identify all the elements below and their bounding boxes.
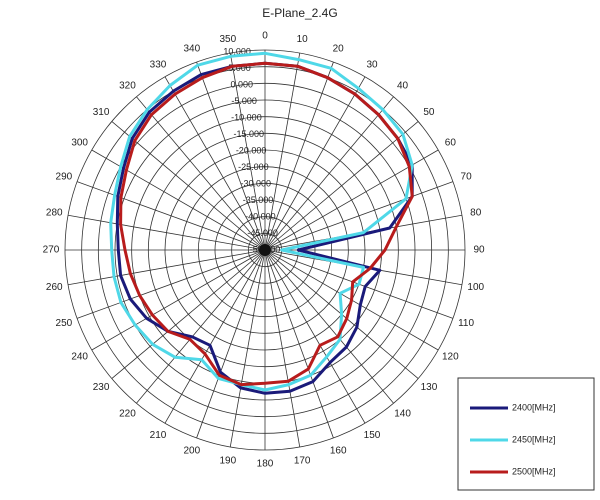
angle-label: 220	[119, 409, 136, 420]
spoke	[67, 214, 266, 251]
spoke	[164, 76, 266, 251]
angle-label: 210	[150, 430, 167, 441]
spoke	[264, 249, 366, 424]
angle-label: 340	[183, 44, 200, 55]
spoke	[111, 121, 266, 251]
angle-label: 200	[183, 446, 200, 457]
angle-label: 190	[219, 455, 236, 466]
spoke	[264, 249, 301, 448]
r-tick-label: 5.000	[228, 63, 251, 73]
r-tick-label: -40.000	[245, 211, 276, 221]
r-tick-label: -20.000	[236, 145, 267, 155]
legend-label: 2400[MHz]	[512, 402, 556, 412]
spoke	[91, 249, 266, 351]
spoke	[264, 249, 394, 404]
spoke	[229, 249, 266, 448]
angle-label: 140	[394, 409, 411, 420]
angle-label: 90	[473, 245, 485, 256]
angle-label: 160	[330, 446, 347, 457]
spoke	[164, 249, 266, 424]
spoke	[76, 181, 266, 251]
angle-label: 240	[71, 352, 88, 363]
legend-label: 2450[MHz]	[512, 434, 556, 444]
r-tick-label: 0.000	[231, 79, 254, 89]
angle-label: 330	[150, 59, 167, 70]
spoke	[76, 249, 266, 319]
angle-label: 350	[219, 34, 236, 45]
spoke	[264, 76, 366, 251]
r-tick-label: -30.000	[240, 178, 271, 188]
angle-label: 250	[56, 318, 73, 329]
spoke	[264, 121, 419, 251]
spoke	[264, 249, 334, 439]
chart-title: E-Plane_2.4G	[262, 6, 337, 20]
r-tick-label: -15.000	[233, 129, 264, 139]
angle-label: 270	[43, 245, 60, 256]
r-tick-label: 10.000	[223, 46, 251, 56]
angle-label: 60	[445, 138, 457, 149]
r-tick-label: -5.000	[231, 96, 257, 106]
legend-label: 2500[MHz]	[512, 466, 556, 476]
angle-label: 20	[333, 44, 345, 55]
spoke	[264, 181, 454, 251]
spoke	[264, 52, 301, 251]
r-tick-label: -35.000	[243, 195, 274, 205]
angle-label: 180	[257, 459, 274, 470]
r-tick-label: -10.000	[231, 112, 262, 122]
spoke	[136, 249, 266, 404]
angle-label: 10	[297, 34, 309, 45]
series-line	[119, 61, 414, 387]
spoke	[264, 61, 334, 251]
angle-label: 280	[46, 207, 63, 218]
angle-label: 80	[470, 207, 482, 218]
r-tick-label: -25.000	[238, 162, 269, 172]
spoke	[196, 61, 266, 251]
angle-label: 290	[56, 171, 73, 182]
spoke	[264, 96, 394, 251]
angle-label: 260	[46, 282, 63, 293]
spoke	[136, 96, 266, 251]
center-dot	[259, 244, 271, 256]
angle-label: 110	[458, 318, 474, 329]
angle-label: 170	[294, 455, 311, 466]
angle-label: 310	[93, 107, 110, 118]
angle-label: 30	[366, 59, 378, 70]
angle-label: 230	[93, 382, 110, 393]
spoke	[196, 249, 266, 439]
r-tick-label: -45.000	[247, 228, 278, 238]
angle-label: 320	[119, 81, 136, 92]
series-line	[109, 51, 414, 392]
angle-label: 300	[71, 138, 88, 149]
angle-label: 130	[421, 382, 438, 393]
angle-label: 120	[442, 352, 459, 363]
angle-label: 50	[423, 107, 435, 118]
angle-label: 0	[262, 31, 268, 42]
spoke	[229, 52, 266, 251]
spoke	[111, 249, 266, 379]
angle-label: 100	[467, 282, 484, 293]
angle-label: 40	[397, 81, 409, 92]
angle-label: 70	[461, 171, 473, 182]
angle-label: 150	[364, 430, 381, 441]
spoke	[67, 249, 266, 286]
